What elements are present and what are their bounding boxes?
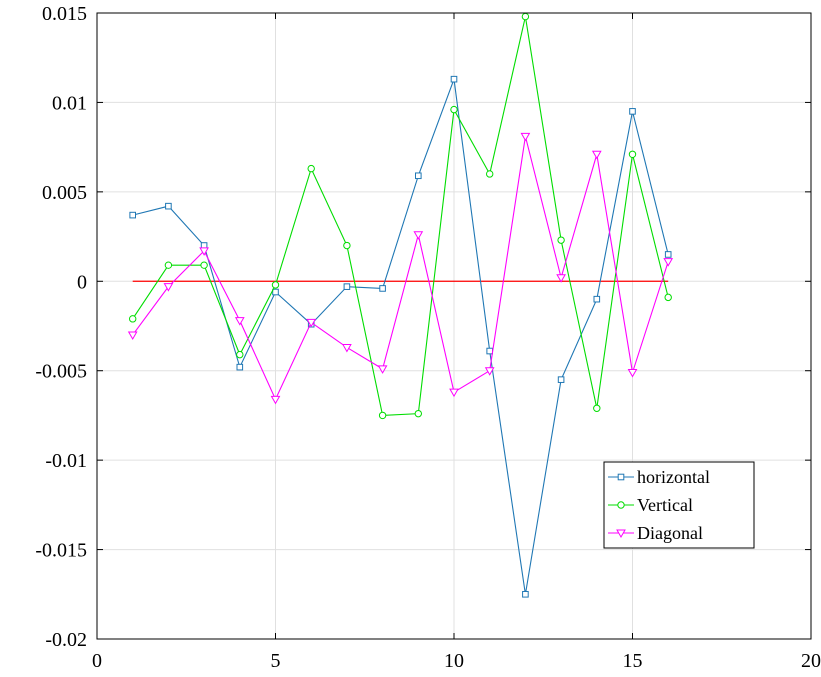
data-point-horizontal — [486, 347, 493, 355]
data-point-diagonal — [520, 132, 531, 142]
data-point-vertical — [343, 241, 351, 250]
series-line-diagonal — [132, 136, 669, 401]
data-point-vertical — [450, 105, 458, 114]
data-point-horizontal — [415, 172, 422, 180]
data-point-vertical — [200, 261, 208, 269]
data-point-diagonal — [627, 369, 638, 378]
data-point-diagonal — [163, 283, 174, 292]
data-point-vertical — [593, 404, 601, 412]
x-tick-label: 0 — [92, 650, 102, 672]
legend: horizontal Vertical Diagonal — [603, 461, 755, 549]
x-axis-ticks: 0 5 10 15 20 — [92, 13, 821, 672]
data-point-vertical — [271, 281, 280, 289]
legend-swatch-marker — [617, 501, 625, 509]
data-point-diagonal — [556, 274, 566, 283]
data-point-vertical — [557, 236, 565, 244]
data-point-vertical — [236, 350, 244, 359]
series-line-horizontal — [132, 78, 669, 595]
data-point-vertical — [307, 164, 315, 173]
x-tick-label: 20 — [801, 650, 821, 672]
data-point-horizontal — [522, 590, 529, 598]
data-point-horizontal — [379, 285, 386, 292]
data-point-diagonal — [234, 317, 245, 326]
series-line-vertical — [132, 16, 669, 417]
legend-item-vertical: Vertical — [608, 495, 693, 515]
data-point-diagonal — [591, 150, 602, 160]
data-point-horizontal — [664, 251, 672, 258]
y-tick-label: 0 — [77, 271, 87, 293]
data-point-vertical — [414, 409, 422, 418]
data-point-vertical — [164, 261, 173, 269]
y-tick-label: 0.015 — [42, 3, 87, 25]
series-diagonal — [127, 132, 674, 405]
data-point-vertical — [486, 170, 494, 178]
x-tick-label: 15 — [623, 650, 643, 672]
y-tick-label: 0.01 — [52, 92, 87, 114]
y-tick-label: -0.02 — [45, 629, 87, 651]
data-point-diagonal — [413, 231, 424, 240]
data-point-diagonal — [199, 247, 209, 256]
x-tick-label: 10 — [444, 650, 464, 672]
legend-swatch-marker — [616, 529, 626, 539]
data-point-horizontal — [593, 295, 601, 303]
data-point-diagonal — [484, 367, 495, 376]
data-point-vertical — [378, 411, 387, 420]
data-point-diagonal — [449, 388, 459, 398]
data-point-diagonal — [306, 318, 317, 328]
series-vertical — [129, 12, 672, 420]
y-tick-label: -0.01 — [45, 450, 87, 472]
y-tick-label: 0.005 — [42, 182, 87, 204]
legend-label: horizontal — [637, 467, 710, 487]
x-tick-label: 5 — [271, 650, 281, 672]
series-horizontal — [129, 75, 672, 598]
series-group — [127, 12, 674, 598]
y-tick-label: -0.015 — [35, 540, 87, 562]
data-point-horizontal — [450, 75, 458, 83]
data-point-horizontal — [343, 283, 351, 290]
legend-swatch-marker — [617, 473, 625, 481]
data-point-horizontal — [236, 363, 244, 371]
y-axis-ticks: -0.02 -0.015 -0.01 -0.005 0 0.005 0.01 0.015 — [35, 3, 811, 651]
legend-label: Diagonal — [637, 523, 703, 543]
data-point-diagonal — [270, 395, 281, 405]
data-point-diagonal — [342, 343, 352, 353]
data-point-horizontal — [629, 108, 636, 115]
data-point-vertical — [664, 293, 672, 302]
data-point-horizontal — [165, 202, 172, 210]
data-point-diagonal — [127, 331, 138, 340]
legend-label: Vertical — [637, 495, 693, 515]
data-point-diagonal — [377, 365, 388, 374]
data-point-diagonal — [663, 258, 674, 267]
data-point-horizontal — [272, 288, 279, 296]
data-point-vertical — [628, 150, 637, 158]
data-point-horizontal — [557, 376, 565, 383]
data-point-vertical — [521, 12, 530, 21]
data-point-horizontal — [129, 211, 136, 219]
legend-item-horizontal: horizontal — [608, 467, 710, 487]
data-point-vertical — [129, 315, 137, 323]
y-tick-label: -0.005 — [35, 361, 87, 383]
legend-item-diagonal: Diagonal — [608, 523, 703, 543]
